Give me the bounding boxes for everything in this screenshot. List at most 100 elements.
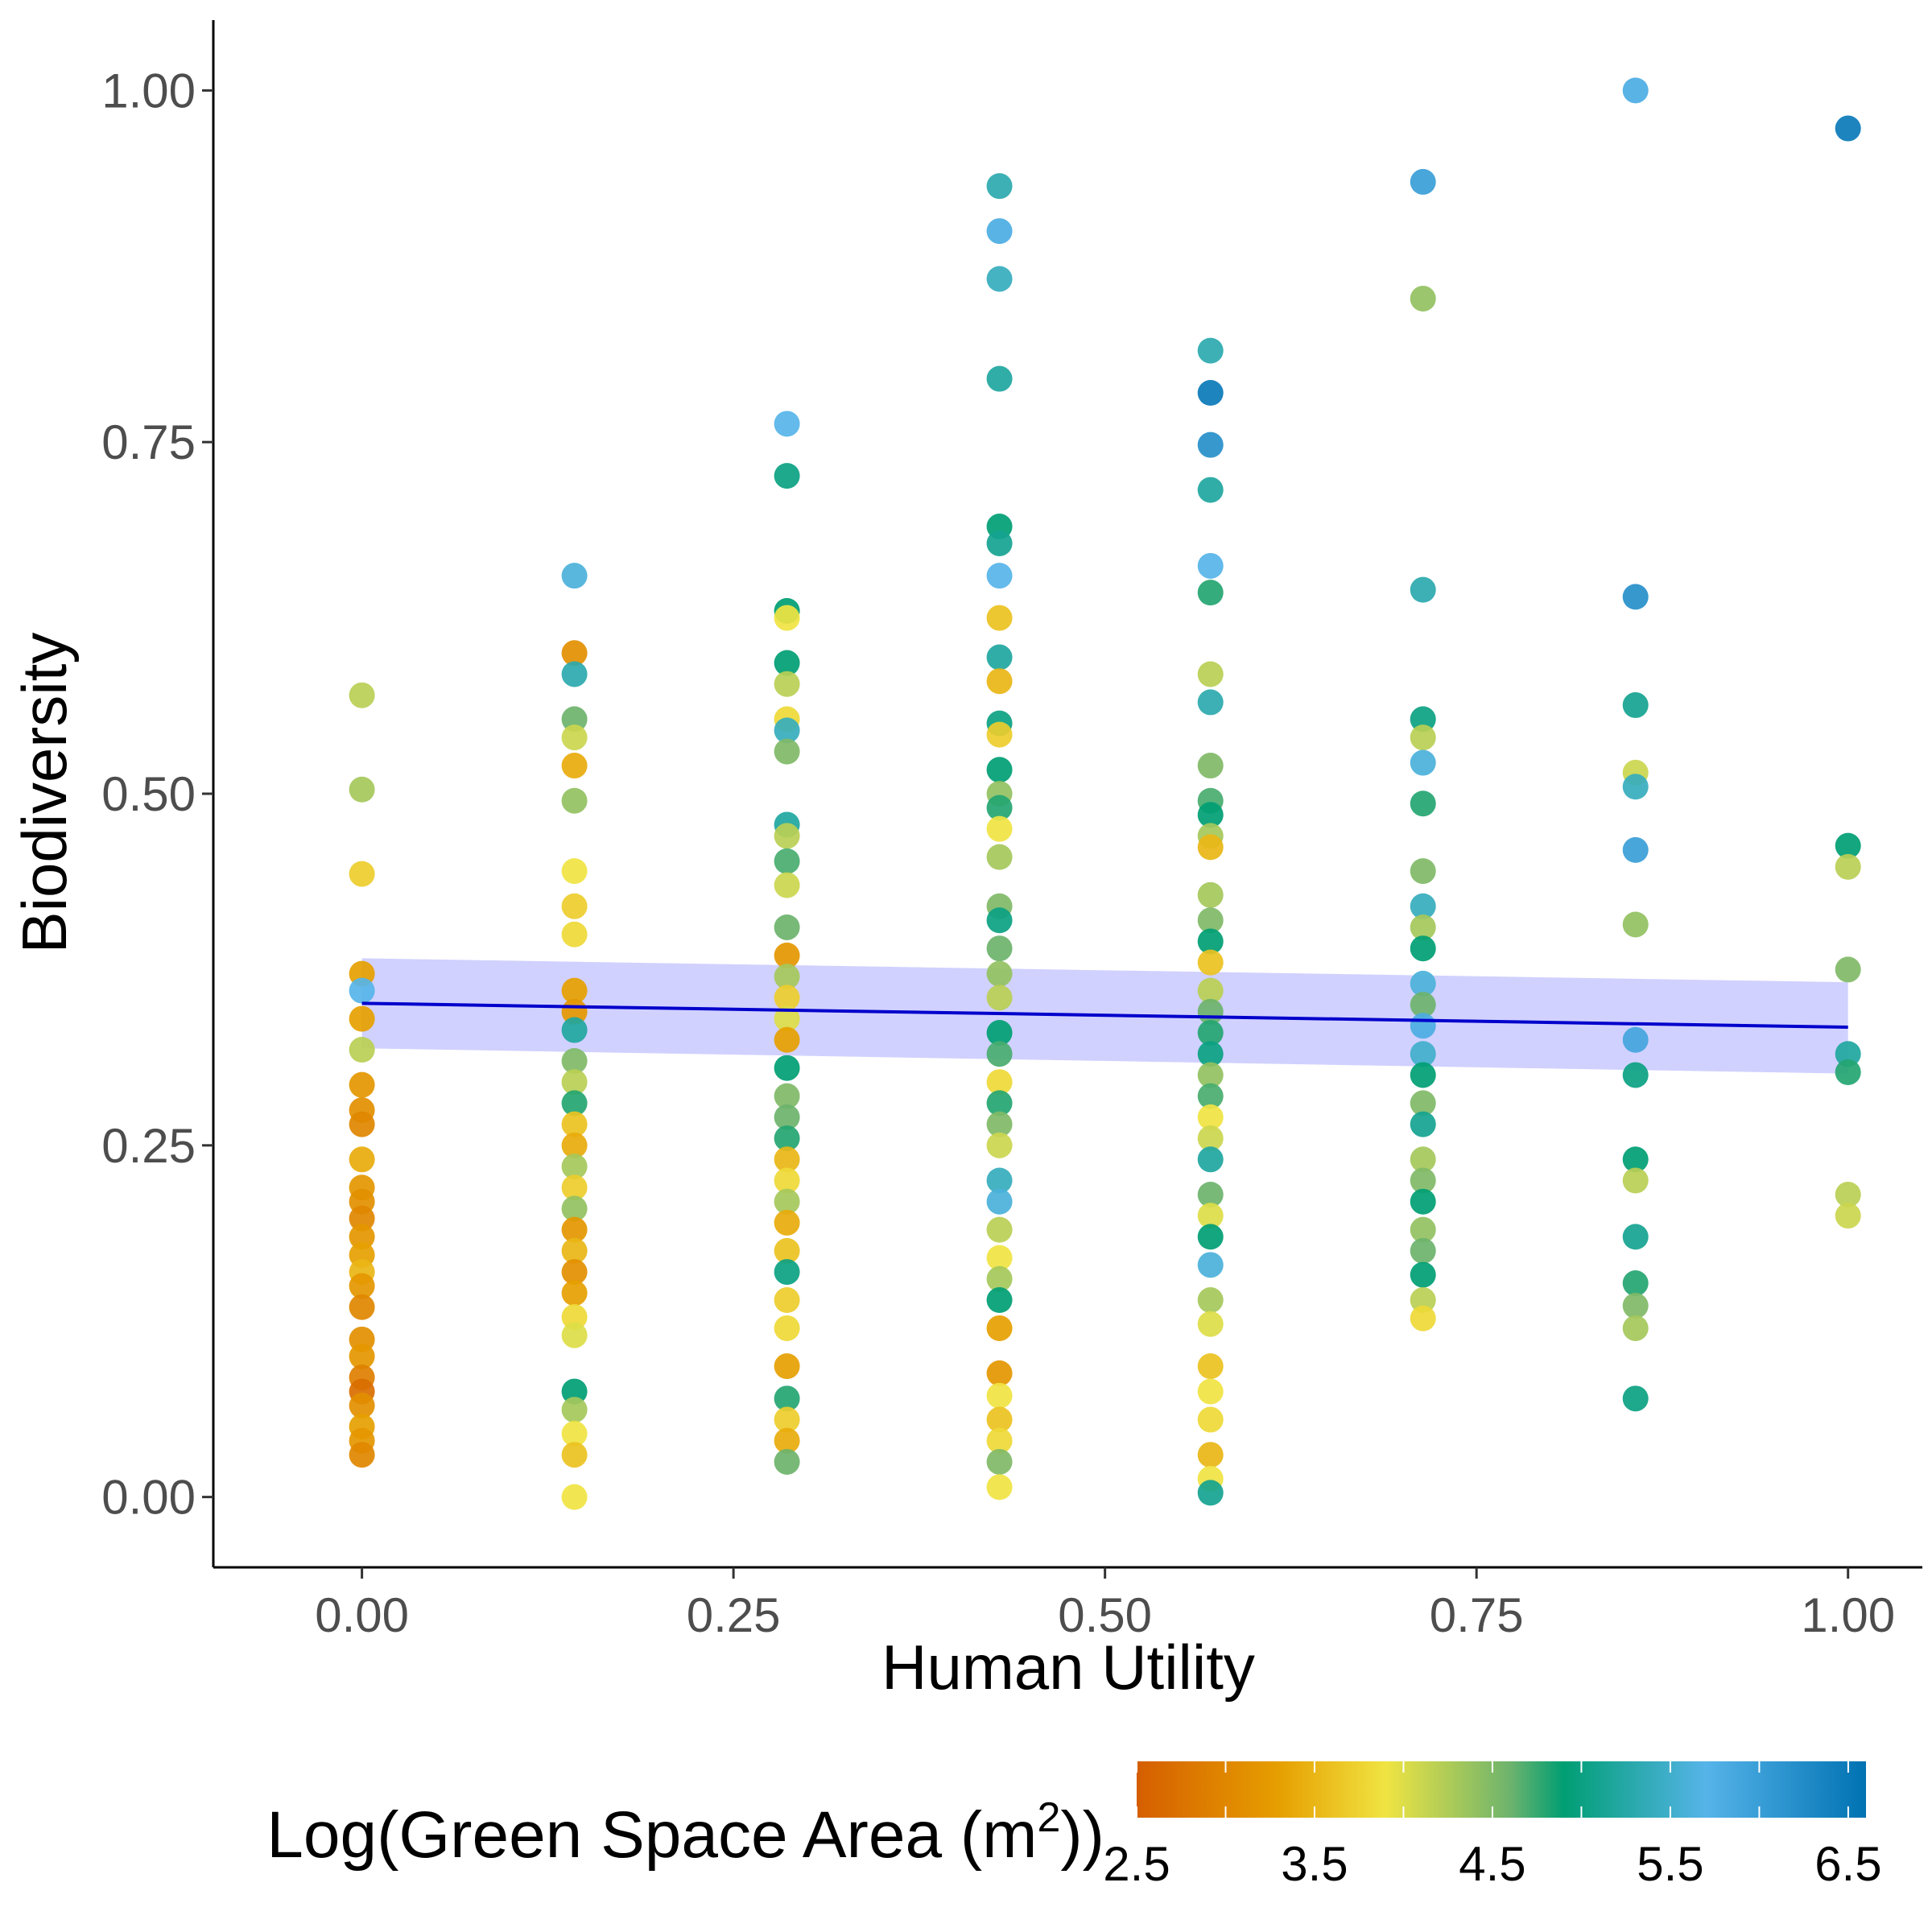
data-point bbox=[1197, 1406, 1224, 1433]
data-point bbox=[774, 872, 800, 898]
data-point bbox=[349, 1037, 375, 1063]
data-point bbox=[774, 1315, 800, 1341]
data-point bbox=[986, 960, 1013, 987]
data-point bbox=[561, 640, 588, 667]
data-point bbox=[1410, 1188, 1436, 1215]
data-point bbox=[774, 848, 800, 874]
data-point bbox=[774, 411, 800, 437]
data-point bbox=[986, 1245, 1013, 1271]
data-point bbox=[774, 1005, 800, 1032]
y-tick-label: 0.50 bbox=[101, 767, 196, 821]
x-axis-ticks: 0.00 0.25 0.50 0.75 1.00 bbox=[315, 1567, 1895, 1642]
data-point bbox=[986, 1287, 1013, 1314]
x-axis-title: Human Utility bbox=[881, 1632, 1255, 1703]
data-point bbox=[986, 1315, 1013, 1341]
data-point bbox=[1622, 1167, 1649, 1194]
data-point bbox=[1197, 1224, 1224, 1250]
data-point bbox=[986, 844, 1013, 870]
data-point bbox=[1197, 1442, 1224, 1468]
data-point bbox=[1197, 977, 1224, 1004]
data-point bbox=[349, 861, 375, 887]
data-point bbox=[1197, 834, 1224, 861]
data-point bbox=[561, 724, 588, 751]
data-point bbox=[774, 1448, 800, 1475]
data-point bbox=[1197, 552, 1224, 579]
data-point bbox=[986, 644, 1013, 671]
data-point bbox=[986, 605, 1013, 631]
data-point bbox=[986, 935, 1013, 962]
data-point bbox=[986, 1090, 1013, 1117]
data-point bbox=[561, 1421, 588, 1447]
data-point bbox=[1622, 1146, 1649, 1173]
data-point bbox=[1197, 380, 1224, 407]
data-point bbox=[986, 563, 1013, 589]
data-point bbox=[1622, 1224, 1649, 1250]
data-point bbox=[1197, 689, 1224, 716]
data-point bbox=[1835, 1181, 1861, 1208]
colorbar-ticks: 2.5 3.5 4.5 5.5 6.5 bbox=[1103, 1761, 1882, 1891]
colorbar-tick-label: 3.5 bbox=[1281, 1837, 1348, 1891]
data-point bbox=[1410, 1287, 1436, 1314]
data-point bbox=[986, 1474, 1013, 1501]
legend-title-end: )) bbox=[1060, 1798, 1104, 1872]
data-point bbox=[1835, 115, 1861, 142]
data-point bbox=[561, 1237, 588, 1264]
data-point bbox=[774, 1125, 800, 1152]
data-point bbox=[561, 706, 588, 733]
data-point bbox=[561, 1259, 588, 1286]
data-point bbox=[561, 1280, 588, 1307]
data-point bbox=[561, 893, 588, 919]
data-point bbox=[561, 1216, 588, 1243]
data-point bbox=[1197, 431, 1224, 458]
data-point bbox=[774, 671, 800, 697]
data-point bbox=[561, 1090, 588, 1117]
data-point bbox=[349, 1224, 375, 1250]
data-point bbox=[1410, 1237, 1436, 1264]
data-point bbox=[986, 721, 1013, 748]
y-tick-label: 1.00 bbox=[101, 64, 196, 118]
data-point bbox=[1410, 992, 1436, 1018]
data-point bbox=[774, 717, 800, 744]
data-point bbox=[986, 1448, 1013, 1475]
data-point bbox=[1410, 1062, 1436, 1088]
data-point bbox=[1410, 1090, 1436, 1117]
data-point bbox=[1622, 691, 1649, 718]
data-point bbox=[1410, 893, 1436, 919]
data-point bbox=[1622, 1026, 1649, 1053]
data-point bbox=[774, 463, 800, 489]
data-point bbox=[349, 977, 375, 1004]
data-point bbox=[1197, 1146, 1224, 1173]
data-point bbox=[1197, 881, 1224, 908]
data-point bbox=[774, 1353, 800, 1380]
data-point bbox=[1197, 1311, 1224, 1337]
x-tick-label: 0.00 bbox=[315, 1588, 409, 1642]
data-point bbox=[1410, 724, 1436, 751]
data-point bbox=[561, 1174, 588, 1201]
data-point bbox=[1197, 1287, 1224, 1314]
data-point bbox=[774, 1083, 800, 1109]
data-point bbox=[1410, 168, 1436, 195]
data-point bbox=[986, 985, 1013, 1011]
data-point bbox=[986, 1069, 1013, 1096]
colorbar-tick-label: 2.5 bbox=[1103, 1837, 1170, 1891]
data-point bbox=[774, 1167, 800, 1194]
x-tick-label: 1.00 bbox=[1801, 1588, 1895, 1642]
colorbar-tick-label: 4.5 bbox=[1459, 1837, 1525, 1891]
data-point bbox=[1410, 1146, 1436, 1173]
data-point bbox=[1835, 832, 1861, 859]
data-point bbox=[1197, 1353, 1224, 1380]
trend-line bbox=[361, 1001, 1848, 1030]
data-point bbox=[774, 1026, 800, 1053]
data-point bbox=[1197, 1083, 1224, 1109]
data-point bbox=[986, 1382, 1013, 1409]
data-point bbox=[561, 661, 588, 687]
colorbar-legend: Log(Green Space Area (m2)) 2.5 3.5 4.5 5.5 6… bbox=[266, 1761, 1882, 1891]
x-tick-label: 0.50 bbox=[1058, 1588, 1152, 1642]
colorbar-tick-label: 5.5 bbox=[1637, 1837, 1703, 1891]
trend-line-group bbox=[361, 1001, 1848, 1030]
data-point bbox=[774, 942, 800, 968]
data-point bbox=[1197, 928, 1224, 955]
data-point bbox=[561, 1397, 588, 1423]
data-point bbox=[1410, 1216, 1436, 1243]
data-point bbox=[774, 1287, 800, 1314]
